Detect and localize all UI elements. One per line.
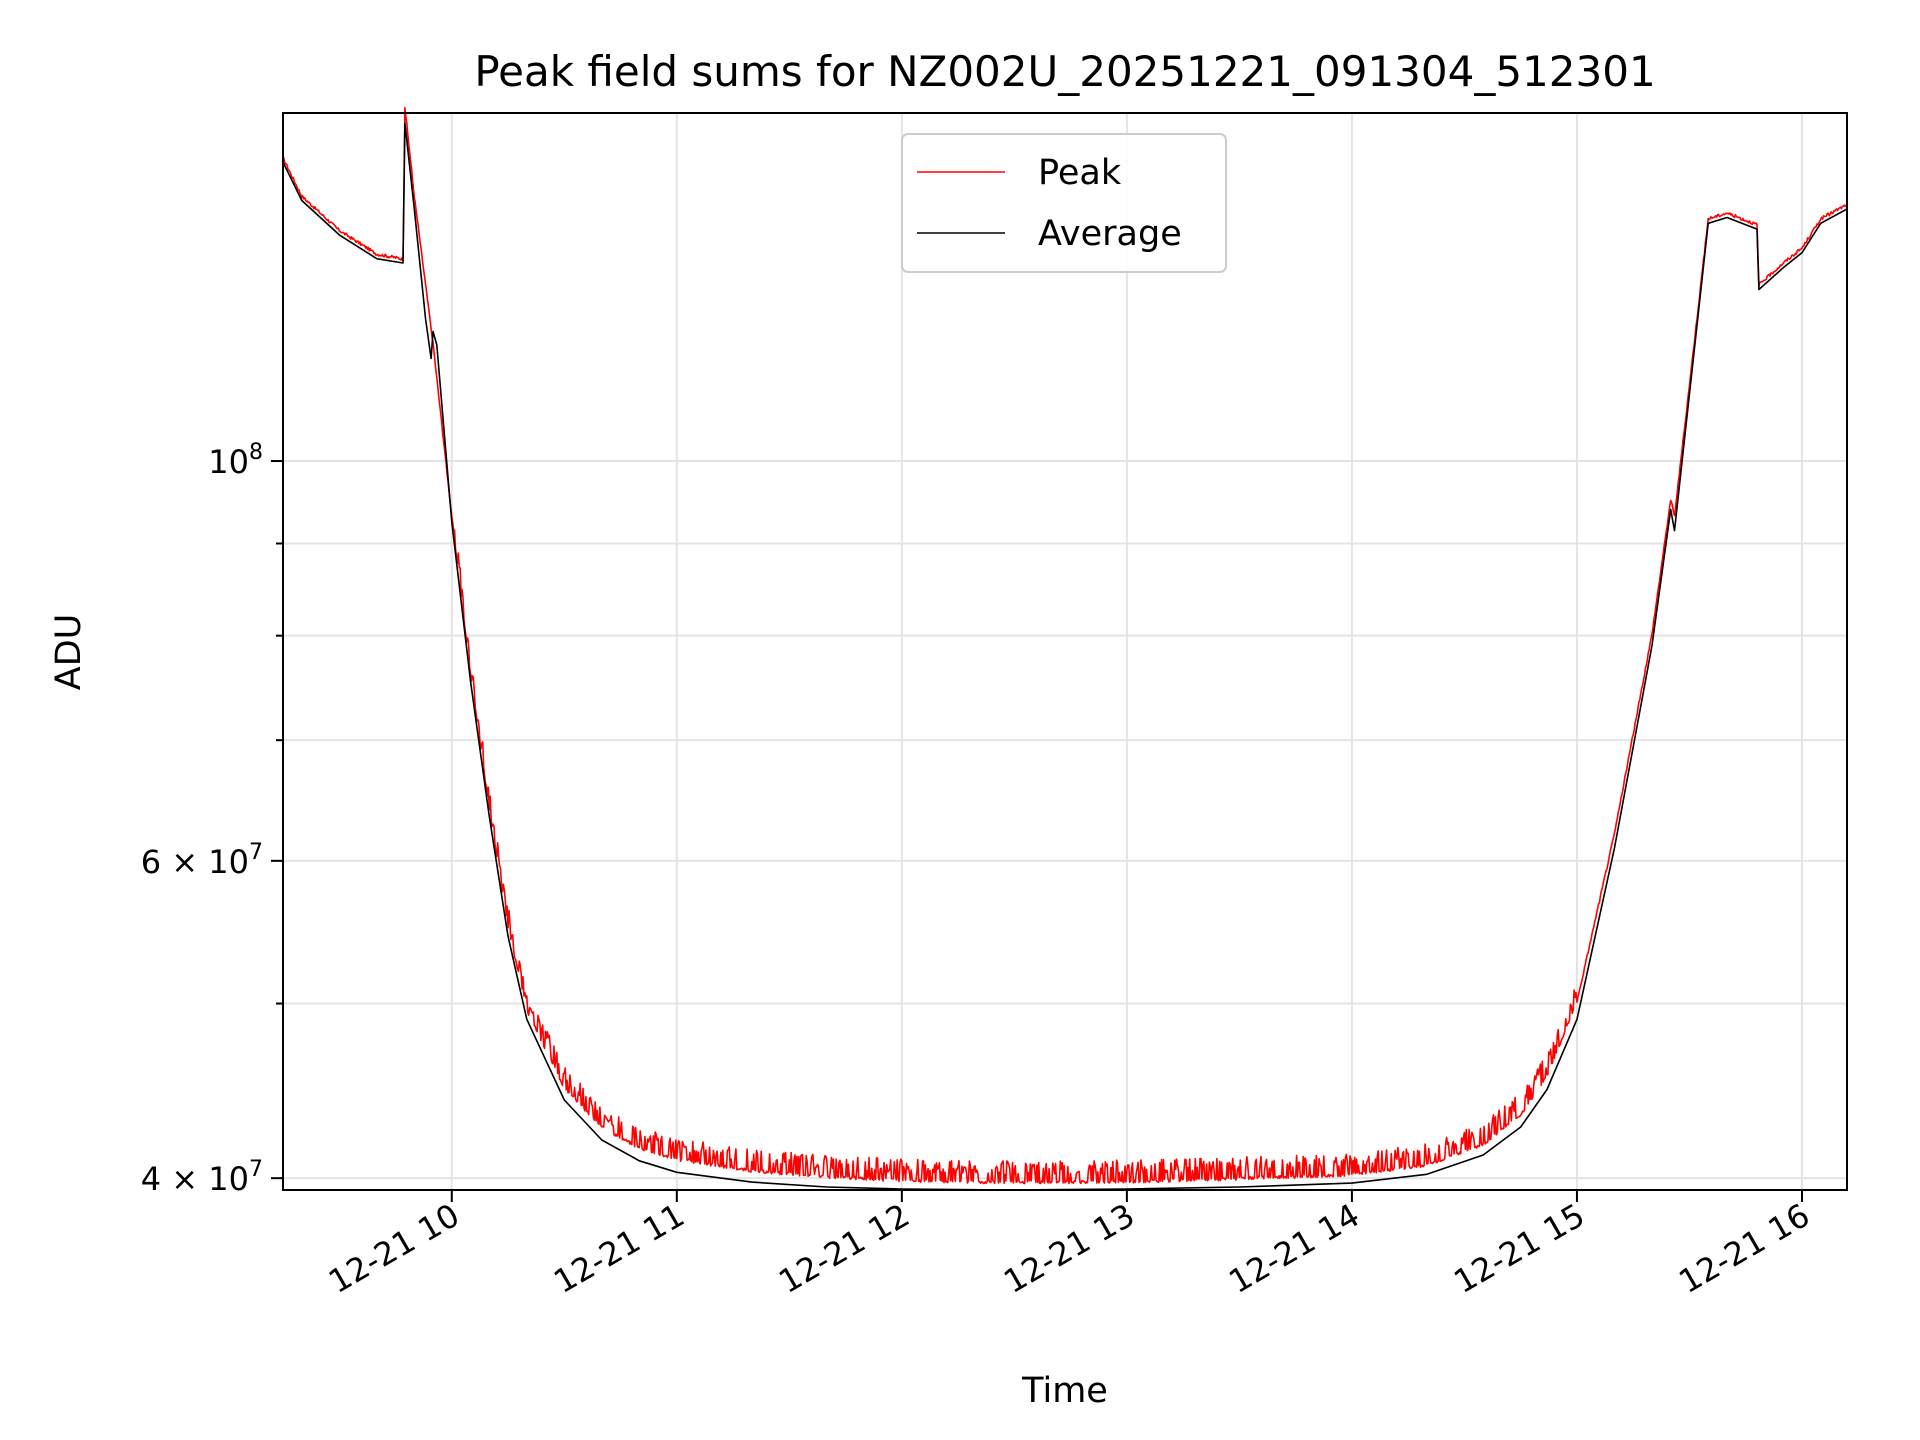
- x-axis-label: Time: [1021, 1371, 1108, 1411]
- legend-label-average: Average: [1038, 214, 1182, 254]
- y-tick-label: 6 × 107: [141, 840, 263, 881]
- y-axis-label: ADU: [49, 614, 89, 691]
- plot-frame: [282, 112, 1848, 1191]
- legend-label-peak: Peak: [1038, 153, 1122, 193]
- y-tick-label: 4 × 107: [141, 1157, 263, 1198]
- grid: [283, 113, 1847, 1190]
- legend: Peak Average: [901, 133, 1227, 273]
- series-line-peak: [282, 106, 1848, 1185]
- legend-box: [901, 133, 1227, 273]
- chart-title: Peak field sums for NZ002U_20251221_0913…: [474, 47, 1655, 96]
- y-tick-label: 108: [208, 440, 263, 481]
